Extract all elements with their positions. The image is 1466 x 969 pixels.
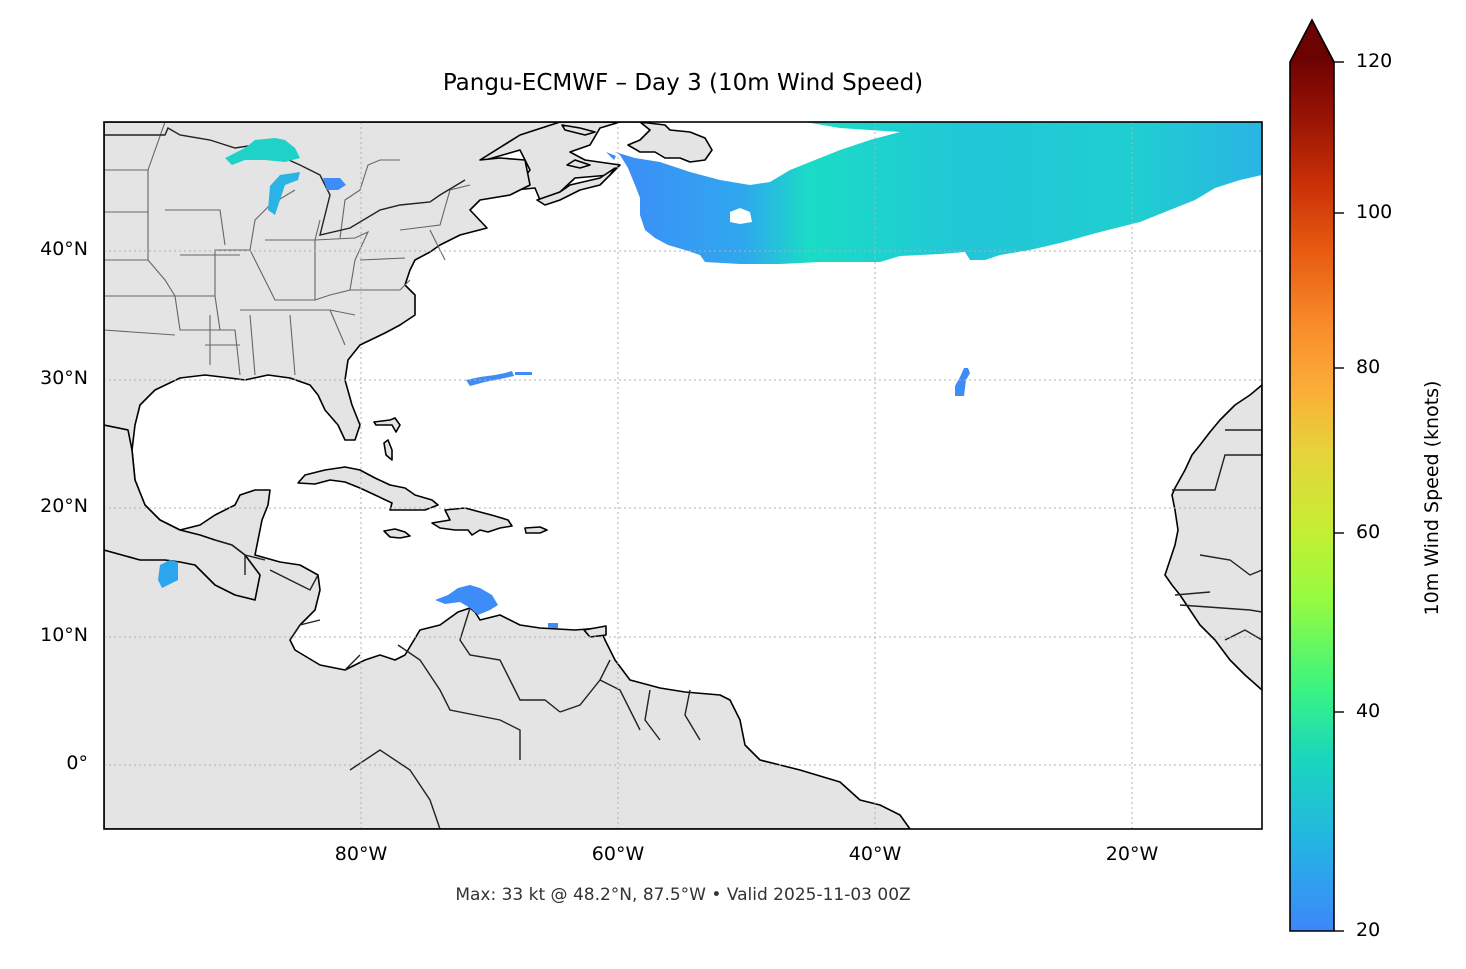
lake-superior-wind: [225, 138, 300, 165]
y-tick-label: 10°N: [40, 624, 88, 646]
axes-frame: [103, 121, 1263, 830]
chart-title: Pangu-ECMWF – Day 3 (10m Wind Speed): [442, 70, 924, 96]
colorbar-label: 10m Wind Speed (knots): [1421, 380, 1443, 616]
colorbar-extend-arrow: [1290, 20, 1334, 62]
y-tick-label: 20°N: [40, 495, 88, 517]
colorbar-tick-label: 80: [1356, 356, 1381, 378]
gridlines: [104, 122, 1262, 829]
state-borders: [104, 122, 471, 376]
tehuantepec-wind: [158, 560, 178, 588]
colorbar-tick-label: 20: [1356, 919, 1381, 941]
x-tick-label: 40°W: [848, 843, 902, 865]
y-tick-label: 0°: [66, 752, 88, 774]
mid-atlantic-spot-wind: [955, 368, 970, 396]
colorbar-tick-label: 100: [1356, 201, 1393, 223]
colorbar-tick-label: 60: [1356, 521, 1381, 543]
colorbar-tick-label: 120: [1356, 50, 1393, 72]
x-tick-label: 60°W: [591, 843, 645, 865]
country-borders: [104, 126, 1262, 829]
lake-michigan-wind: [268, 172, 300, 215]
x-tick-label: 80°W: [334, 843, 388, 865]
wind-speed-field: [158, 122, 1262, 628]
atlantic-streak-wind: [466, 371, 514, 386]
colorbar-tick-label: 40: [1356, 700, 1381, 722]
north-atlantic-jet: [615, 122, 1262, 264]
map-axes: [104, 122, 1262, 829]
land: [104, 122, 1262, 829]
y-tick-label: 40°N: [40, 238, 88, 260]
jet-hole: [730, 208, 752, 224]
x-tick-label: 20°W: [1105, 843, 1159, 865]
y-tick-label: 30°N: [40, 367, 88, 389]
lake-huron-wind: [323, 178, 346, 190]
caribbean-wind: [435, 585, 498, 615]
colorbar: [1289, 18, 1344, 932]
chart-subtitle: Max: 33 kt @ 48.2°N, 87.5°W • Valid 2025…: [455, 885, 911, 905]
